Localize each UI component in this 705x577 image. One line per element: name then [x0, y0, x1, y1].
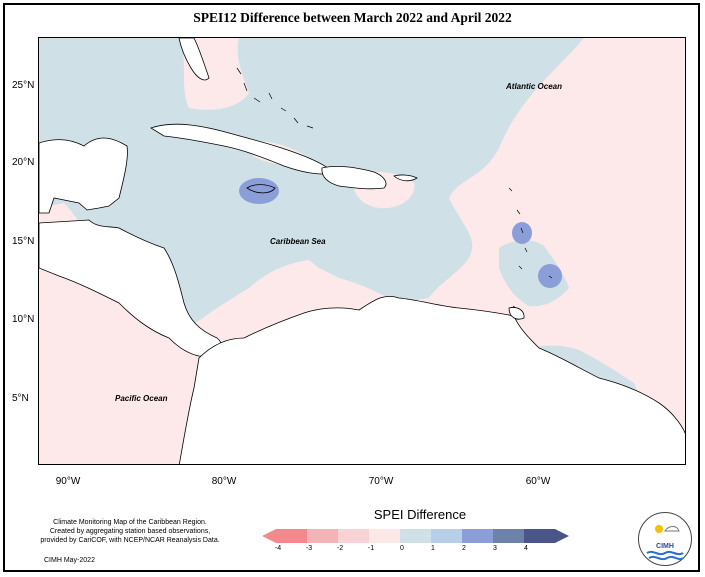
colorbar-cell — [400, 529, 431, 543]
colorbar-cell — [307, 529, 338, 543]
lat-tick-20: 20°N — [12, 157, 35, 168]
lon-tick-60: 60°W — [525, 476, 551, 487]
colorbar-tick-label: -2 — [336, 545, 344, 552]
trinidad-island — [508, 307, 525, 320]
lat-tick-15: 15°N — [12, 236, 35, 247]
credit-line-4: CIMH May-2022 — [44, 557, 95, 564]
colorbar — [262, 529, 569, 543]
lesser-antilles-islands — [508, 187, 553, 310]
blue-patch-antilles — [499, 240, 569, 307]
colorbar-cell — [276, 529, 307, 543]
map-title: SPEI12 Difference between March 2022 and… — [193, 10, 512, 25]
credit-line-2: Created by aggregating station based obs… — [49, 528, 211, 535]
lat-tick-5: 5°N — [12, 393, 29, 404]
colorbar-tick-label: -3 — [305, 545, 313, 552]
jamaica-island — [246, 184, 276, 194]
caribbean-sea-label: Caribbean Sea — [270, 237, 326, 246]
jamaica-anomaly — [239, 178, 279, 204]
colorbar-tick-label: 1 — [431, 545, 435, 552]
colorbar-cell — [493, 529, 524, 543]
colorbar-tick-label: 2 — [462, 545, 466, 552]
lat-tick-25: 25°N — [12, 80, 35, 91]
cimh-logo: CIMH — [638, 512, 692, 566]
colorbar-tick-label: -1 — [367, 545, 375, 552]
credit-line-1: Climate Monitoring Map of the Caribbean … — [53, 519, 207, 526]
lon-tick-90: 90°W — [55, 476, 81, 487]
credit-line-3: provided by CariCOF, with NCEP/NCAR Rean… — [40, 537, 220, 544]
barbados-anomaly — [538, 264, 562, 288]
central-america-isthmus — [39, 219, 222, 357]
lon-tick-80: 80°W — [211, 476, 237, 487]
legend-title: SPEI Difference — [373, 507, 467, 522]
colorbar-cell — [431, 529, 462, 543]
colorbar-cell — [524, 529, 555, 543]
colorbar-tick-label: 0 — [400, 545, 404, 552]
guadeloupe-anomaly — [512, 222, 532, 244]
lon-tick-70: 70°W — [368, 476, 394, 487]
colorbar-tick-label: 3 — [493, 545, 497, 552]
colorbar-left-arrow — [262, 529, 276, 543]
hispaniola-island — [321, 165, 387, 190]
figure-frame — [3, 3, 700, 572]
colorbar-tick-label: 4 — [524, 545, 528, 552]
puerto-rico-island — [393, 174, 418, 182]
lat-tick-10: 10°N — [12, 314, 35, 325]
central-america-land — [39, 137, 128, 214]
colorbar-cell — [462, 529, 493, 543]
map-svg — [39, 38, 685, 464]
logo-label: CIMH — [656, 543, 674, 550]
florida-peninsula — [178, 38, 210, 81]
colorbar-cell — [369, 529, 400, 543]
colorbar-cell — [338, 529, 369, 543]
atlantic-ocean-label: Atlantic Ocean — [506, 82, 563, 91]
blue-ocean-region — [39, 38, 584, 328]
pacific-ocean-label: Pacific Ocean — [115, 394, 168, 403]
bahamas-islands — [236, 67, 314, 129]
logo-emblem-icon — [646, 525, 684, 561]
map-panel — [38, 37, 686, 465]
colorbar-tick-label: -4 — [274, 545, 282, 552]
colorbar-right-arrow — [555, 529, 569, 543]
south-america-land — [178, 295, 685, 464]
